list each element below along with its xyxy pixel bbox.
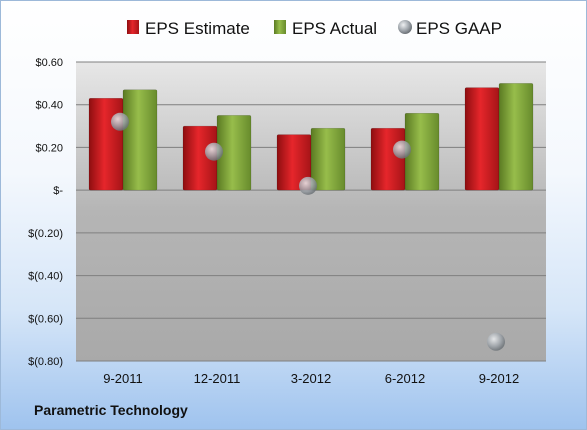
- legend-label: EPS Estimate: [145, 19, 250, 38]
- bar-eps-actual: [310, 127, 346, 191]
- company-name: Parametric Technology: [34, 402, 188, 418]
- bar-eps-estimate: [370, 127, 406, 191]
- y-tick-label: $(0.40): [28, 271, 63, 283]
- legend: EPS Estimate EPS Actual EPS GAAP: [127, 19, 502, 38]
- x-tick-label: 3-2012: [291, 371, 331, 386]
- bar-eps-actual: [498, 83, 534, 191]
- bar-eps-actual: [122, 89, 158, 191]
- legend-label: EPS GAAP: [416, 19, 502, 38]
- marker-eps-gaap: [487, 332, 505, 351]
- marker-eps-gaap: [111, 112, 129, 131]
- y-tick-label: $(0.60): [28, 313, 63, 325]
- y-tick-label: $0.40: [35, 100, 63, 112]
- x-tick-label: 6-2012: [385, 371, 425, 386]
- legend-swatch: [127, 20, 139, 34]
- marker-eps-gaap: [393, 140, 411, 159]
- legend-swatch: [274, 20, 286, 34]
- y-tick-label: $-: [53, 185, 63, 197]
- legend-swatch: [398, 20, 412, 34]
- x-tick-label: 12-2011: [194, 371, 241, 386]
- y-tick-label: $0.60: [35, 57, 63, 69]
- y-tick-label: $(0.20): [28, 228, 63, 240]
- bar-eps-estimate: [88, 98, 124, 191]
- bar-eps-estimate: [464, 87, 500, 191]
- y-tick-label: $0.20: [35, 142, 63, 154]
- legend-label: EPS Actual: [292, 19, 377, 38]
- marker-eps-gaap: [205, 142, 223, 161]
- x-tick-label: 9-2012: [479, 371, 519, 386]
- marker-eps-gaap: [299, 176, 317, 195]
- x-tick-label: 9-2011: [103, 371, 143, 386]
- y-tick-label: $(0.80): [28, 356, 63, 368]
